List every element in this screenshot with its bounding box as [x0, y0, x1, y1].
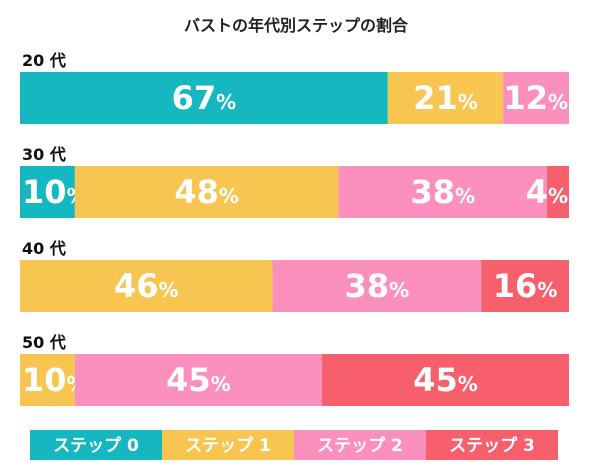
data-label-value: 67 [172, 79, 217, 117]
category-label: 50 代 [22, 333, 66, 352]
legend-label: ステップ 1 [185, 435, 271, 456]
bar-segment [387, 72, 504, 124]
bar-segment [74, 354, 322, 406]
data-label-value: 38 [345, 267, 390, 305]
data-label: 67% [172, 79, 237, 117]
bar-segment [74, 166, 339, 218]
bar-segment [338, 166, 548, 218]
legend-item: ステップ 1 [162, 430, 294, 460]
data-label: 16% [493, 267, 558, 305]
data-label: 45% [413, 361, 478, 399]
bar-segment [20, 260, 273, 312]
legend-item: ステップ 2 [294, 430, 426, 460]
bar-groups: 20 代67%21%12%30 代10%48%38%4%40 代46%38%16… [20, 51, 569, 406]
data-label: 45% [166, 361, 231, 399]
chart-title: バストの年代別ステップの割合 [184, 16, 409, 35]
legend-swatch [162, 430, 294, 460]
bar-segment [481, 260, 569, 312]
data-label-value: 48 [174, 173, 219, 211]
legend-item: ステップ 3 [426, 430, 558, 460]
category-label: 40 代 [22, 239, 66, 258]
data-label-value: 16 [493, 267, 538, 305]
legend-label: ステップ 3 [449, 435, 535, 456]
data-label-unit: % [219, 184, 239, 208]
data-label: 48% [174, 173, 239, 211]
legend-label: ステップ 2 [317, 435, 403, 456]
data-label-value: 12 [503, 79, 548, 117]
data-label-unit: % [159, 278, 179, 302]
data-label: 21% [413, 79, 478, 117]
legend-label: ステップ 0 [53, 435, 139, 456]
data-label-value: 10 [22, 173, 67, 211]
data-label: 38% [410, 173, 475, 211]
bar-segment [547, 166, 569, 218]
data-label-unit: % [548, 184, 568, 208]
data-label-unit: % [548, 90, 568, 114]
bar-segment [20, 72, 388, 124]
category-label: 30 代 [22, 145, 66, 164]
legend-swatch [294, 430, 426, 460]
data-label: 46% [114, 267, 179, 305]
bar-segment [321, 354, 569, 406]
data-label-unit: % [211, 372, 231, 396]
bar-segment [272, 260, 482, 312]
bar-group: 30 代10%48%38%4% [20, 145, 569, 218]
bar-group: 50 代10%45%45% [20, 333, 569, 406]
bar-segment [20, 354, 75, 406]
data-label-unit: % [216, 90, 236, 114]
data-label-value: 10 [22, 361, 67, 399]
legend-swatch [426, 430, 558, 460]
data-label-value: 45 [413, 361, 458, 399]
data-label: 38% [345, 267, 410, 305]
bar-group: 20 代67% 21% 12% [20, 51, 569, 124]
data-label-unit: % [389, 278, 409, 302]
data-label-value: 21 [413, 79, 458, 117]
data-label-value: 45 [166, 361, 211, 399]
data-label: 12% [503, 79, 568, 117]
legend: ステップ 0 ステップ 1 ステップ 2 ステップ 3 [30, 430, 558, 460]
data-label-value: 46 [114, 267, 159, 305]
data-label-value: 38 [410, 173, 455, 211]
data-label-unit: % [458, 372, 478, 396]
data-label-value: 4 [526, 173, 548, 211]
legend-swatch [30, 430, 162, 460]
data-label-unit: % [458, 90, 478, 114]
bar-segment [20, 166, 75, 218]
category-label: 20 代 [22, 51, 66, 70]
data-label-unit: % [537, 278, 557, 302]
data-label: 4% [526, 173, 568, 211]
bar-segment [503, 72, 569, 124]
data-label-unit: % [455, 184, 475, 208]
bar-group: 40 代46% 38% 16% [20, 239, 569, 312]
legend-item: ステップ 0 [30, 430, 162, 460]
